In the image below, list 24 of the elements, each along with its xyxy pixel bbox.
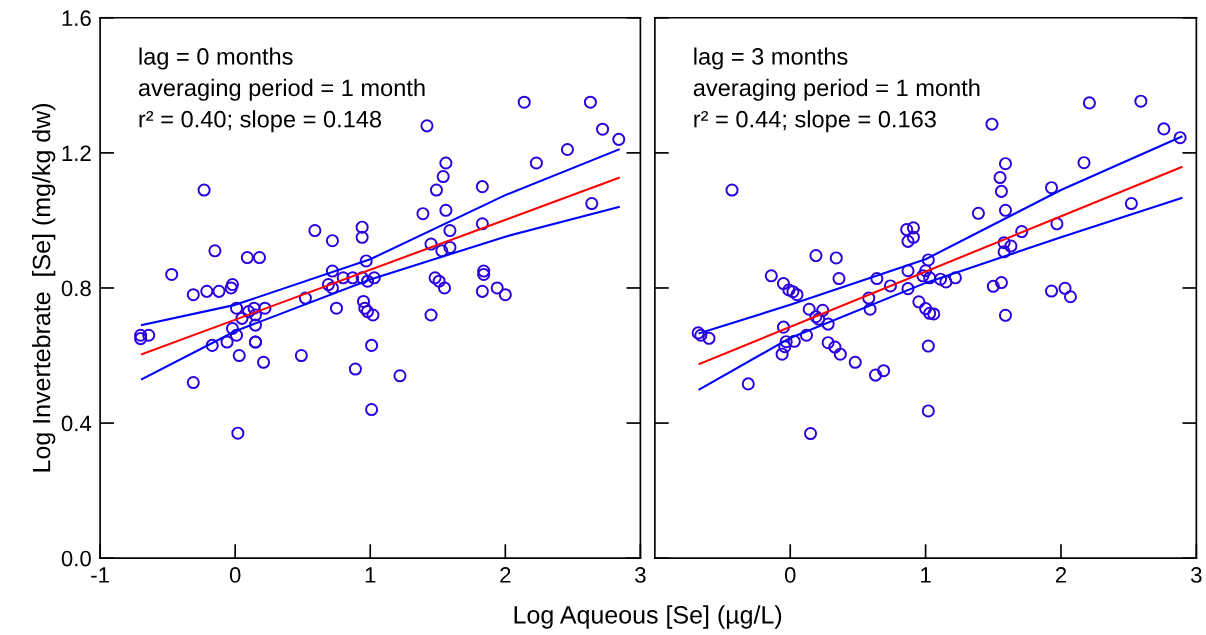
annotation: lag = 3 months (694, 47, 848, 70)
x-tick-label: 1 (365, 567, 376, 583)
y-tick-label: 0.0 (61, 550, 91, 567)
line-series (140, 205, 620, 381)
x-tick-label: -1 (91, 567, 109, 583)
y-tick-label: 0.8 (61, 280, 91, 297)
x-tick-label: 3 (635, 567, 646, 583)
y-axis-title: Log Invertebrate [Se] (mg/kg dw) (32, 104, 56, 472)
y-tick-label: 1.2 (62, 145, 91, 161)
annotation: averaging period = 1 month (693, 78, 980, 101)
annotation: lag = 0 months (139, 47, 293, 70)
annotation: averaging period = 1 month (138, 78, 425, 101)
x-tick-label: 0 (784, 567, 796, 583)
x-tick-label: 3 (1191, 567, 1202, 583)
x-tick-label: 2 (500, 567, 511, 583)
line-series (140, 148, 620, 327)
annotation: r² = 0.44; slope = 0.163 (694, 110, 936, 133)
annotation: r² = 0.40; slope = 0.148 (139, 110, 382, 133)
x-axis-title: Log Aqueous [Se] (µg/L) (514, 605, 782, 629)
y-tick-label: 0.4 (61, 415, 92, 432)
y-tick-label: 1.6 (62, 10, 91, 27)
x-tick-label: 1 (921, 567, 931, 583)
x-tick-label: 2 (1055, 567, 1067, 583)
x-tick-label: 0 (229, 567, 241, 583)
